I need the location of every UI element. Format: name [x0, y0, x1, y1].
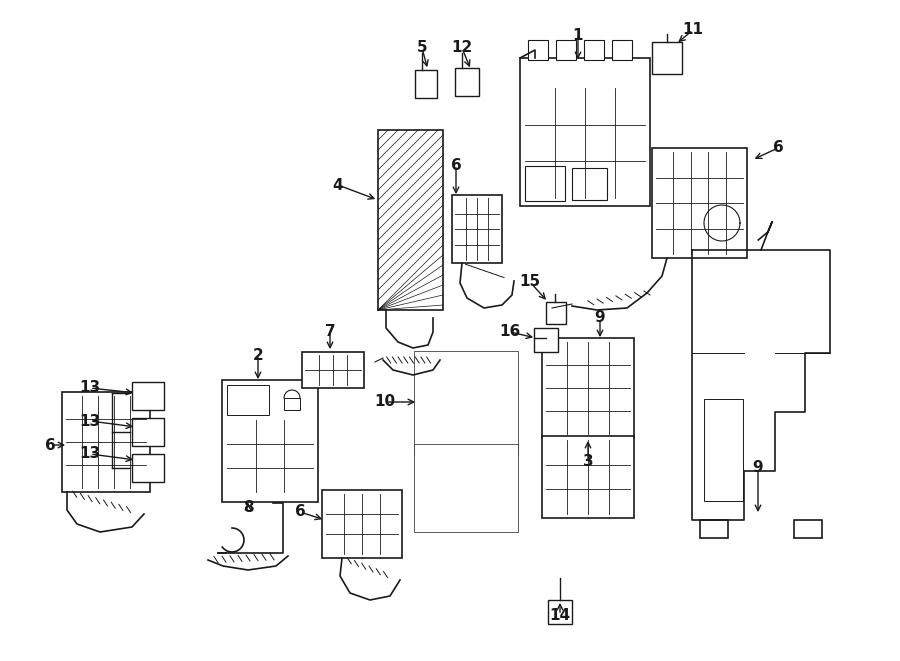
Text: 1: 1 — [572, 28, 583, 42]
Bar — [132, 382, 164, 410]
Text: 8: 8 — [243, 500, 253, 516]
Bar — [415, 70, 437, 98]
Bar — [520, 58, 650, 206]
Bar — [704, 399, 742, 501]
Text: 14: 14 — [549, 607, 571, 623]
Text: 5: 5 — [417, 40, 428, 56]
Bar — [542, 436, 634, 518]
Bar — [62, 392, 150, 492]
Text: 4: 4 — [333, 178, 343, 192]
Bar — [414, 444, 518, 532]
Text: 6: 6 — [45, 438, 56, 453]
Text: 2: 2 — [253, 348, 264, 362]
Bar — [378, 130, 443, 310]
Text: 16: 16 — [500, 325, 520, 340]
Text: 3: 3 — [582, 455, 593, 469]
Bar — [528, 40, 548, 60]
Bar — [132, 418, 164, 446]
Text: 6: 6 — [451, 157, 462, 173]
Bar — [556, 40, 576, 60]
Bar — [322, 490, 402, 558]
Text: 13: 13 — [79, 414, 101, 428]
Bar — [700, 520, 728, 538]
Bar — [284, 398, 300, 410]
Bar — [652, 42, 682, 74]
Bar — [222, 380, 318, 502]
Bar — [455, 68, 479, 96]
Bar — [452, 195, 502, 263]
Bar — [584, 40, 604, 60]
Bar — [132, 454, 164, 482]
Text: 11: 11 — [682, 22, 704, 38]
Bar — [652, 148, 747, 258]
Text: 6: 6 — [294, 504, 305, 520]
Text: 13: 13 — [79, 381, 101, 395]
Bar — [525, 166, 565, 201]
Bar — [418, 355, 514, 450]
Text: 6: 6 — [772, 141, 783, 155]
Bar — [548, 600, 572, 624]
Bar — [227, 385, 269, 415]
Bar — [572, 168, 607, 200]
Text: 9: 9 — [595, 311, 606, 325]
Bar — [794, 520, 822, 538]
Bar — [612, 40, 632, 60]
Bar — [418, 448, 514, 528]
Text: 7: 7 — [325, 325, 336, 340]
Text: 13: 13 — [79, 446, 101, 461]
Bar — [542, 338, 634, 438]
Bar — [546, 302, 566, 324]
Text: 10: 10 — [374, 395, 396, 410]
Bar — [414, 351, 518, 454]
Bar — [534, 328, 558, 352]
Text: 12: 12 — [452, 40, 472, 56]
Bar — [302, 352, 364, 388]
Text: 15: 15 — [519, 274, 541, 290]
Text: 9: 9 — [752, 461, 763, 475]
